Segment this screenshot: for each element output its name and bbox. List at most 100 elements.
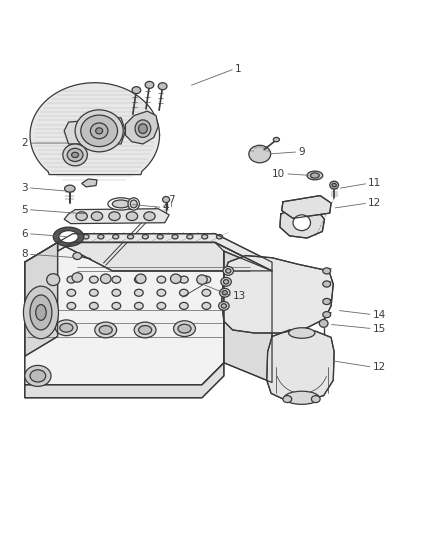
- Ellipse shape: [142, 235, 148, 239]
- Ellipse shape: [89, 302, 98, 309]
- Ellipse shape: [216, 235, 222, 239]
- Ellipse shape: [67, 289, 75, 296]
- Ellipse shape: [98, 235, 104, 239]
- Ellipse shape: [223, 266, 233, 275]
- Ellipse shape: [322, 268, 330, 274]
- Ellipse shape: [201, 302, 210, 309]
- Ellipse shape: [108, 198, 134, 210]
- Ellipse shape: [196, 275, 207, 284]
- Ellipse shape: [67, 148, 83, 161]
- Ellipse shape: [44, 302, 53, 309]
- Polygon shape: [125, 111, 158, 144]
- Ellipse shape: [201, 276, 210, 283]
- Ellipse shape: [222, 290, 227, 295]
- Ellipse shape: [311, 395, 319, 402]
- Ellipse shape: [35, 304, 46, 320]
- Polygon shape: [25, 243, 57, 356]
- Ellipse shape: [331, 183, 336, 187]
- Ellipse shape: [95, 128, 102, 134]
- Ellipse shape: [288, 328, 314, 338]
- Ellipse shape: [46, 274, 60, 286]
- Polygon shape: [266, 330, 333, 401]
- Ellipse shape: [220, 278, 231, 286]
- Ellipse shape: [162, 197, 169, 203]
- Ellipse shape: [99, 326, 112, 334]
- Text: 12: 12: [372, 362, 385, 372]
- Ellipse shape: [67, 276, 75, 283]
- Text: 7: 7: [168, 195, 174, 205]
- Ellipse shape: [126, 212, 138, 221]
- Ellipse shape: [53, 227, 84, 246]
- Ellipse shape: [91, 212, 102, 221]
- Ellipse shape: [63, 144, 87, 166]
- Text: 14: 14: [372, 310, 385, 320]
- Ellipse shape: [60, 324, 73, 332]
- Polygon shape: [25, 243, 223, 385]
- Ellipse shape: [64, 185, 75, 192]
- Ellipse shape: [59, 231, 78, 243]
- Ellipse shape: [322, 281, 330, 287]
- Ellipse shape: [134, 276, 143, 283]
- Ellipse shape: [30, 370, 46, 382]
- Ellipse shape: [83, 235, 89, 239]
- Ellipse shape: [67, 302, 75, 309]
- Polygon shape: [281, 196, 330, 219]
- Ellipse shape: [127, 235, 133, 239]
- Ellipse shape: [283, 395, 291, 402]
- Ellipse shape: [310, 173, 318, 178]
- Ellipse shape: [179, 276, 188, 283]
- Ellipse shape: [306, 171, 322, 180]
- Text: 4: 4: [162, 203, 169, 213]
- Ellipse shape: [132, 87, 141, 94]
- Text: 3: 3: [21, 183, 28, 193]
- Ellipse shape: [322, 312, 330, 318]
- Text: 6: 6: [21, 229, 28, 239]
- Polygon shape: [279, 206, 324, 238]
- Ellipse shape: [273, 138, 279, 142]
- Text: 13: 13: [232, 291, 245, 301]
- Polygon shape: [221, 255, 332, 333]
- Ellipse shape: [23, 286, 58, 338]
- Ellipse shape: [135, 120, 150, 138]
- Polygon shape: [223, 251, 272, 383]
- Ellipse shape: [113, 235, 119, 239]
- Ellipse shape: [44, 276, 53, 283]
- Ellipse shape: [71, 152, 78, 158]
- Ellipse shape: [75, 110, 123, 152]
- Ellipse shape: [329, 181, 338, 189]
- Polygon shape: [64, 118, 125, 144]
- Text: 5: 5: [21, 205, 28, 215]
- Ellipse shape: [145, 82, 153, 88]
- Ellipse shape: [173, 321, 195, 336]
- Ellipse shape: [172, 235, 178, 239]
- Polygon shape: [57, 233, 272, 271]
- Ellipse shape: [30, 295, 52, 330]
- Ellipse shape: [73, 253, 81, 260]
- Ellipse shape: [25, 366, 51, 386]
- Ellipse shape: [128, 198, 139, 210]
- Ellipse shape: [223, 280, 228, 284]
- Ellipse shape: [100, 274, 111, 284]
- Ellipse shape: [138, 326, 151, 334]
- Ellipse shape: [248, 146, 270, 163]
- Text: 10: 10: [272, 169, 285, 179]
- Ellipse shape: [284, 391, 318, 405]
- Polygon shape: [30, 83, 159, 175]
- Ellipse shape: [109, 212, 120, 221]
- Ellipse shape: [201, 235, 207, 239]
- Polygon shape: [64, 209, 169, 224]
- Text: 12: 12: [367, 198, 381, 208]
- Ellipse shape: [186, 235, 192, 239]
- Ellipse shape: [157, 302, 166, 309]
- Ellipse shape: [157, 276, 166, 283]
- Ellipse shape: [221, 304, 226, 308]
- Text: 1: 1: [234, 64, 241, 74]
- Ellipse shape: [112, 276, 120, 283]
- Ellipse shape: [55, 320, 77, 336]
- Ellipse shape: [177, 324, 191, 333]
- Ellipse shape: [89, 289, 98, 296]
- Ellipse shape: [292, 215, 310, 231]
- Ellipse shape: [76, 212, 87, 221]
- Ellipse shape: [72, 273, 82, 282]
- Ellipse shape: [135, 274, 146, 284]
